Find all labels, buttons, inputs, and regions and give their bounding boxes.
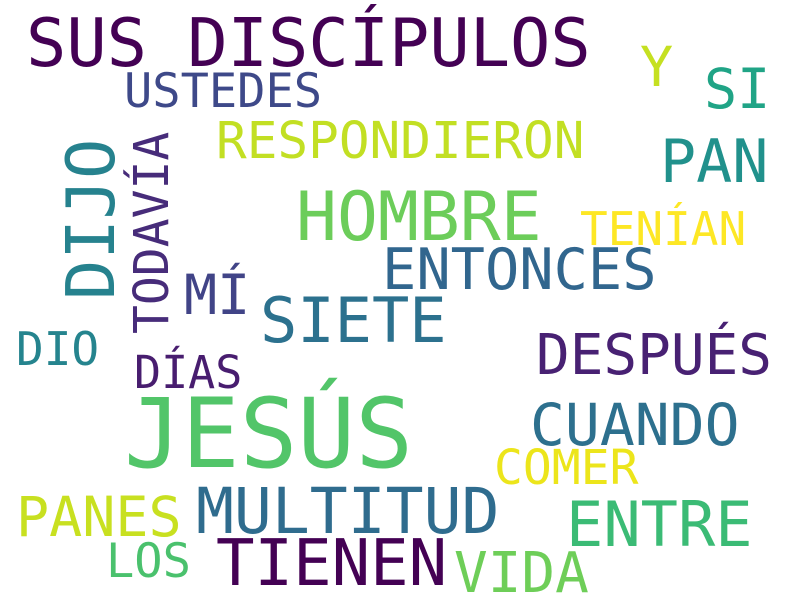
- word-hombre: HOMBRE: [296, 178, 542, 257]
- word-dio: DIO: [16, 322, 100, 376]
- word-cuando: CUANDO: [530, 391, 740, 459]
- word-panes: PANES: [16, 485, 182, 549]
- word-comer: COMER: [494, 440, 639, 496]
- word-sus-discipulos: SUS DISCÍPULOS: [26, 4, 591, 82]
- word-dias: DÍAS: [134, 346, 243, 399]
- word-respondieron: RESPONDIERON: [216, 112, 585, 171]
- word-multitud: MULTITUD: [196, 475, 500, 548]
- word-mi: MÍ: [184, 263, 251, 327]
- word-siete: SIETE: [260, 284, 447, 357]
- word-si: SI: [704, 57, 771, 121]
- word-los: LOS: [106, 534, 191, 589]
- word-vida: VIDA: [454, 541, 589, 600]
- word-entonces: ENTONCES: [382, 237, 657, 303]
- word-despues: DESPUÉS: [536, 323, 773, 388]
- word-tenian: TENÍAN: [580, 202, 747, 256]
- word-tienen: TIENEN: [216, 527, 448, 600]
- word-y: Y: [640, 35, 674, 99]
- word-jesus: JESÚS: [124, 378, 413, 490]
- word-pan: PAN: [660, 127, 769, 197]
- word-entre: ENTRE: [566, 488, 753, 561]
- word-todavia: TODAVÍA: [124, 131, 180, 334]
- word-dijo: DIJO: [52, 138, 130, 300]
- word-ustedes: USTEDES: [124, 64, 323, 119]
